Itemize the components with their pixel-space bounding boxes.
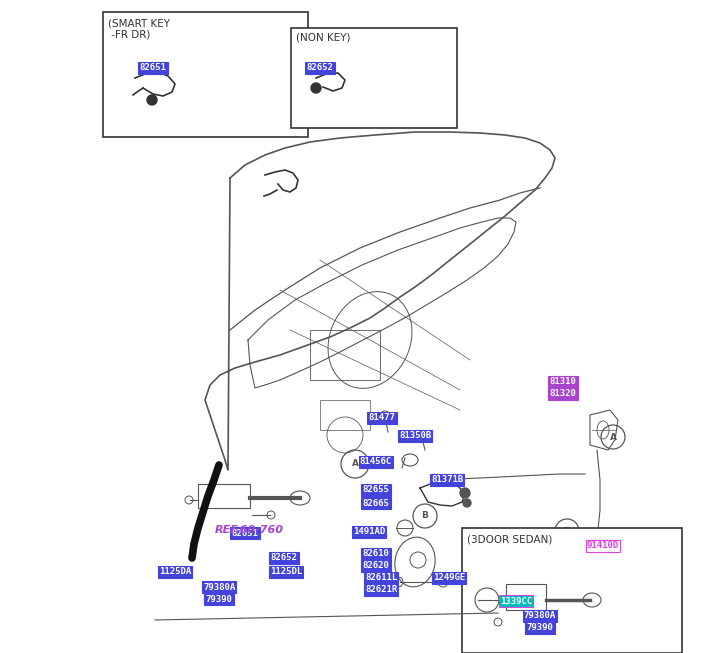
Text: 1125DA: 1125DA: [159, 567, 191, 577]
Text: A: A: [351, 460, 359, 468]
Text: 1249GE: 1249GE: [433, 573, 465, 582]
Text: (NON KEY): (NON KEY): [296, 33, 351, 43]
Text: A: A: [609, 432, 616, 441]
Text: B: B: [422, 511, 428, 520]
Text: (3DOOR SEDAN): (3DOOR SEDAN): [467, 534, 552, 544]
Text: 81320: 81320: [550, 389, 577, 398]
Text: 82652: 82652: [307, 63, 334, 72]
Text: 82621R: 82621R: [365, 586, 397, 594]
Text: 1491AD: 1491AD: [353, 528, 385, 537]
Text: 81477: 81477: [368, 413, 395, 422]
Bar: [462, 528, 682, 653]
Circle shape: [460, 488, 470, 498]
Text: (SMART KEY
 -FR DR): (SMART KEY -FR DR): [108, 18, 170, 40]
Text: REF.60-760: REF.60-760: [215, 525, 284, 535]
Text: 82651: 82651: [140, 63, 166, 72]
Text: 81456C: 81456C: [360, 458, 392, 466]
Circle shape: [311, 83, 321, 93]
Bar: [291, 28, 457, 128]
Bar: [320, 400, 370, 430]
Text: 81310: 81310: [550, 377, 577, 387]
Text: 82611L: 82611L: [365, 573, 397, 582]
Text: 79380A: 79380A: [524, 611, 556, 620]
Text: 82652: 82652: [271, 554, 297, 562]
Circle shape: [147, 95, 157, 105]
Text: 81350B: 81350B: [399, 432, 431, 441]
Text: 1339CC: 1339CC: [500, 596, 532, 605]
Text: 91410D: 91410D: [587, 541, 619, 550]
Text: 81371B: 81371B: [431, 475, 463, 485]
Bar: [103, 12, 308, 137]
Text: 1125DL: 1125DL: [270, 567, 302, 577]
Text: 79380A: 79380A: [203, 582, 235, 592]
Text: 82651: 82651: [231, 528, 258, 537]
Text: 82665: 82665: [363, 498, 390, 507]
Text: 82610: 82610: [363, 550, 390, 558]
Text: 82620: 82620: [363, 562, 390, 571]
Bar: [310, 330, 380, 380]
Bar: [198, 484, 250, 508]
Bar: [506, 584, 546, 610]
Text: 79390: 79390: [206, 594, 232, 603]
Circle shape: [463, 499, 471, 507]
Text: 82655: 82655: [363, 485, 390, 494]
Text: B: B: [564, 526, 570, 535]
Text: 79390: 79390: [527, 624, 553, 633]
